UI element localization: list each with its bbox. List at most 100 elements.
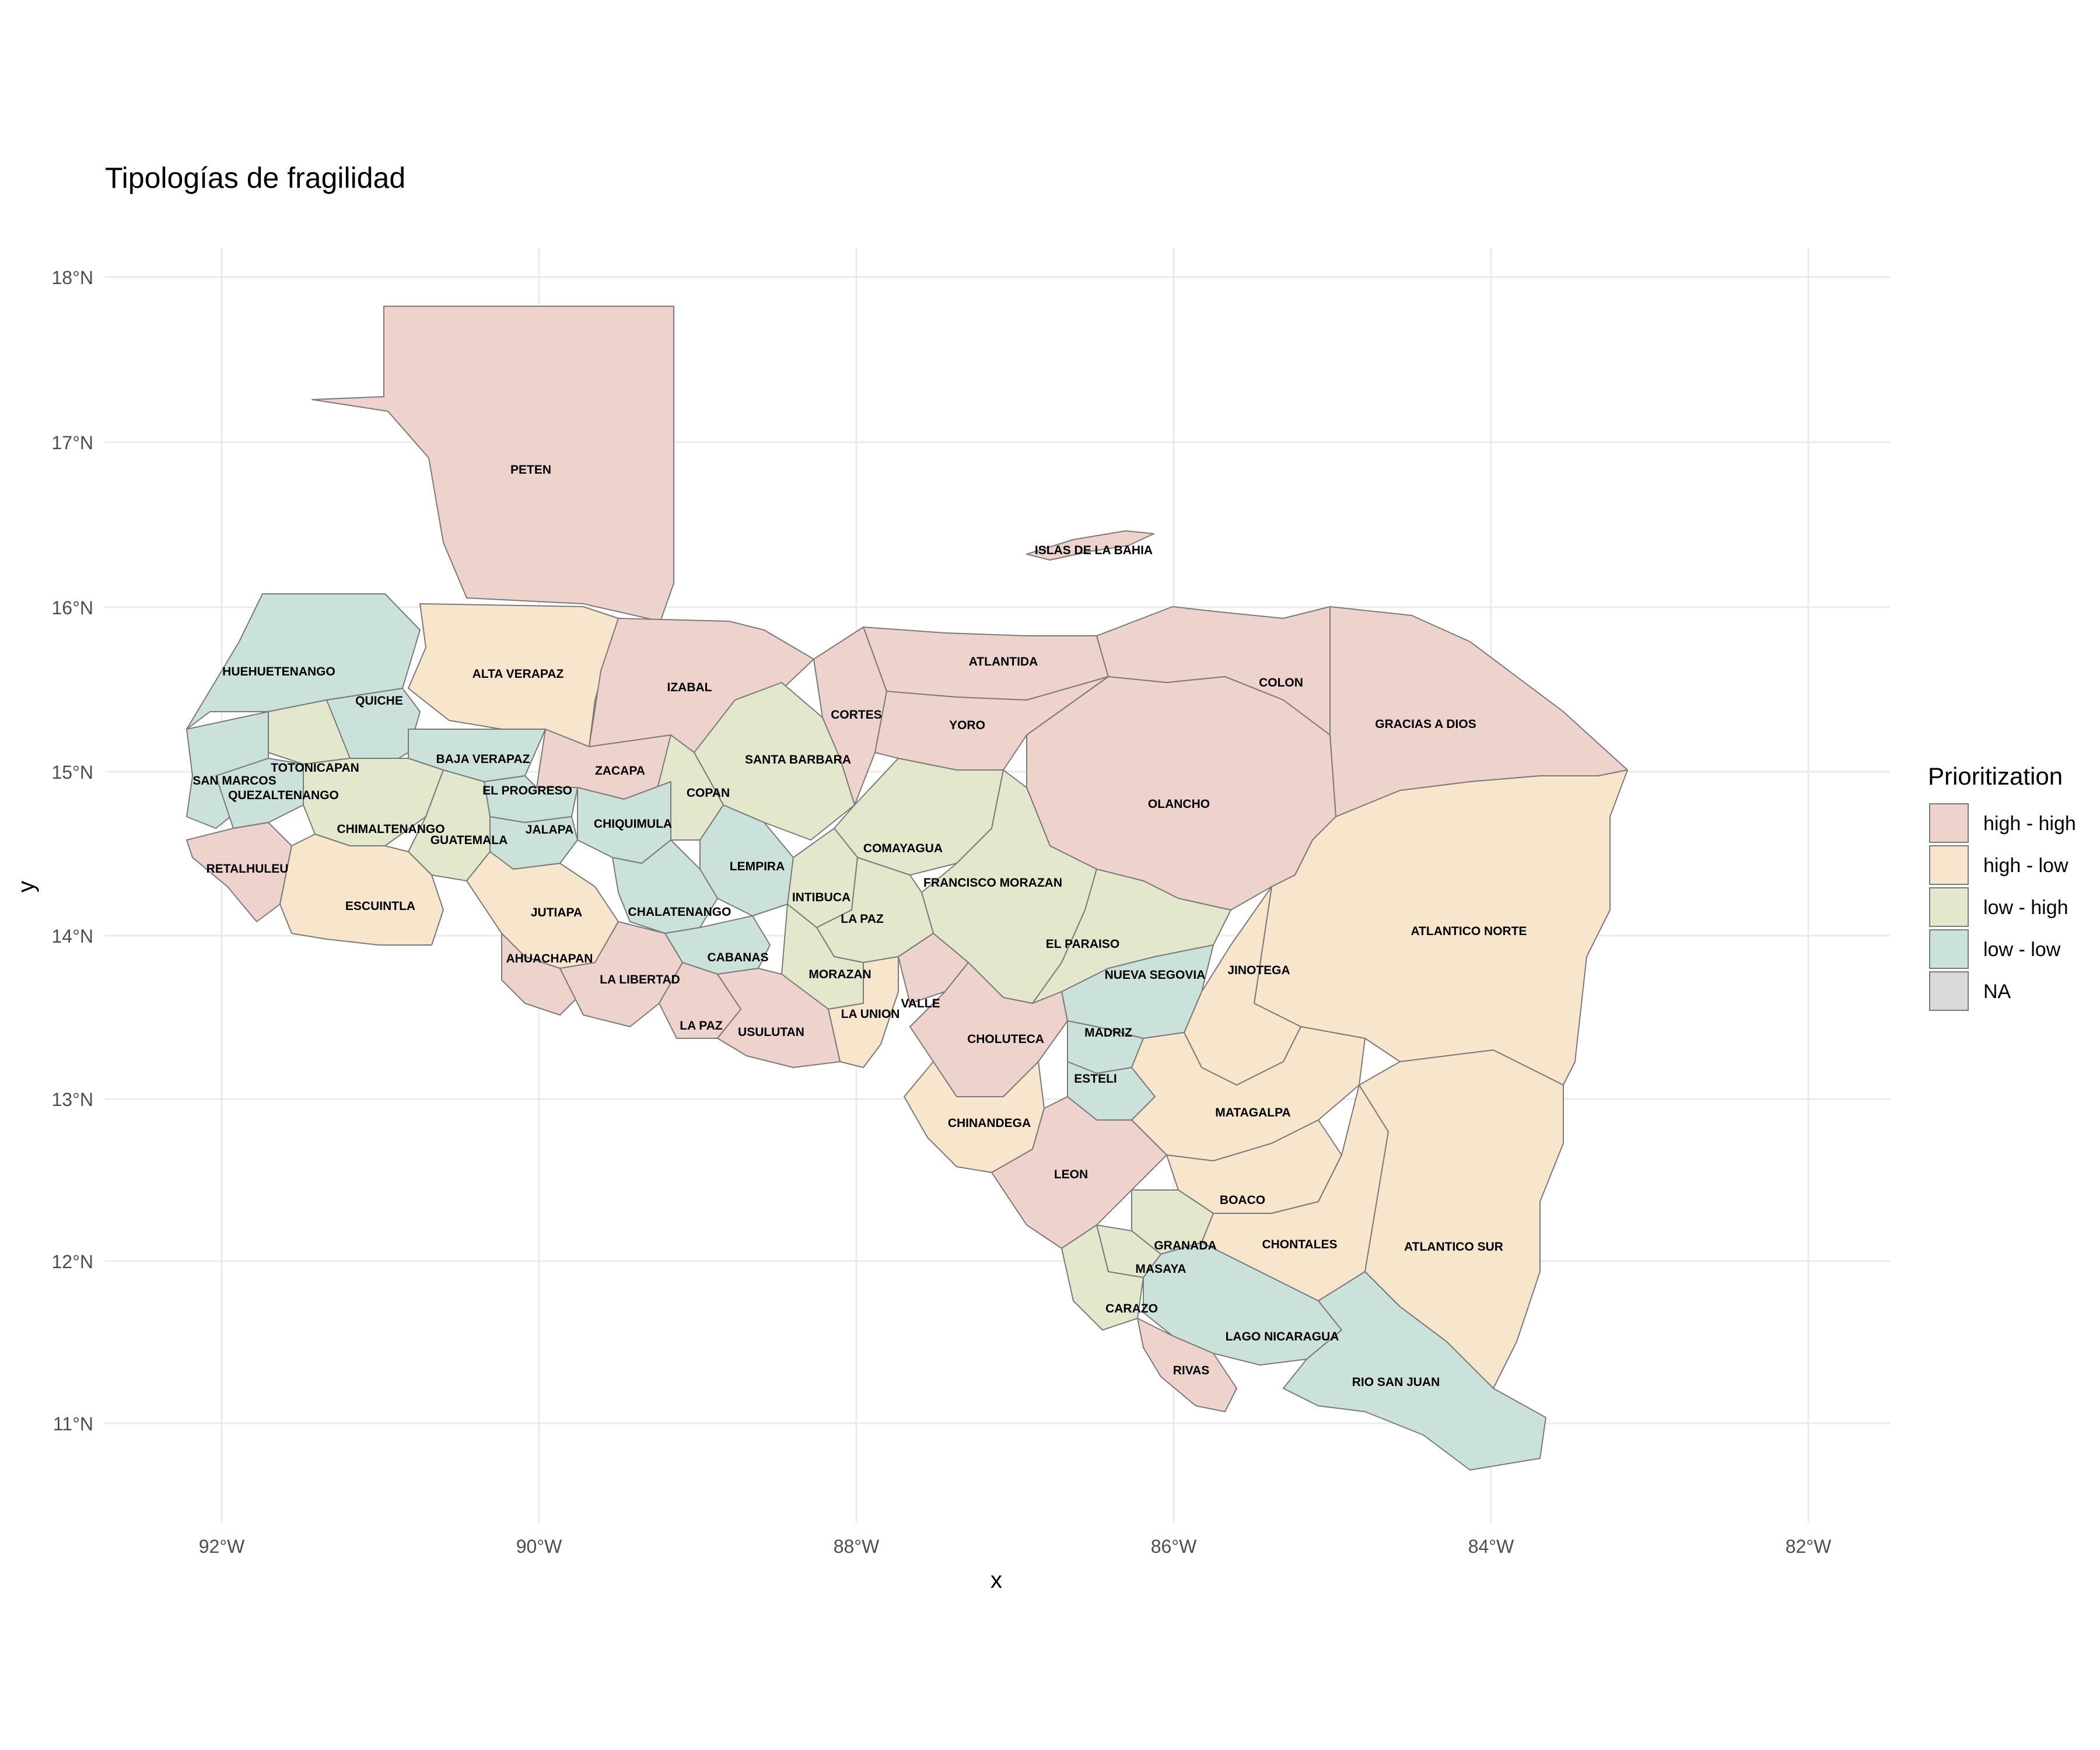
region-label-la-paz-sv: LA PAZ	[680, 1019, 723, 1032]
region-label-granada: GRANADA	[1154, 1239, 1216, 1252]
region-label-gracias-a-dios: GRACIAS A DIOS	[1375, 718, 1476, 731]
region-label-usulutan: USULUTAN	[738, 1026, 804, 1039]
legend: Prioritization high - high high - low lo…	[1928, 762, 2076, 1011]
region-ahuachapan	[501, 933, 584, 1016]
region-chimaltenango	[303, 758, 444, 846]
region-label-intibuca: INTIBUCA	[792, 891, 850, 904]
region-label-olancho: OLANCHO	[1148, 797, 1210, 811]
legend-swatch-high-high	[1929, 803, 1969, 843]
region-label-rio-san-juan: RIO SAN JUAN	[1352, 1376, 1440, 1389]
region-islas-de-la-bahia	[1026, 530, 1154, 561]
region-label-atlantico-norte: ATLANTICO NORTE	[1410, 925, 1527, 938]
region-label-chimaltenango: CHIMALTENANGO	[337, 822, 444, 836]
region-carazo	[1061, 1224, 1144, 1331]
region-usulutan	[717, 968, 841, 1068]
legend-swatch-low-high	[1929, 887, 1969, 927]
y-tick-label: 18°N	[52, 267, 94, 288]
legend-swatch-low-low	[1929, 929, 1969, 969]
region-label-jutiapa: JUTIAPA	[531, 906, 582, 919]
region-label-retalhuleu: RETALHULEU	[206, 862, 289, 876]
region-atlantico-sur	[1359, 1049, 1564, 1389]
x-tick-label: 82°W	[1786, 1536, 1832, 1557]
region-label-cabanas: CABANAS	[708, 951, 769, 964]
region-label-peten: PETEN	[510, 463, 551, 477]
region-label-yoro: YORO	[949, 719, 985, 732]
legend-label-na: NA	[1983, 981, 2011, 1003]
region-label-madriz: MADRIZ	[1084, 1026, 1132, 1040]
region-chalatenango	[612, 839, 718, 934]
x-tick-label: 86°W	[1151, 1536, 1197, 1557]
y-tick-label: 16°N	[52, 597, 94, 618]
legend-label-high-low: high - low	[1983, 855, 2068, 877]
region-label-chinandega: CHINANDEGA	[948, 1116, 1031, 1130]
region-label-el-paraiso: EL PARAISO	[1046, 937, 1119, 951]
region-label-baja-verapaz: BAJA VERAPAZ	[436, 752, 530, 766]
region-label-la-paz-hn: LA PAZ	[841, 912, 884, 926]
region-label-totonicapan: TOTONICAPAN	[271, 761, 359, 775]
region-label-ahuachapan: AHUACHAPAN	[506, 952, 593, 965]
x-tick-label: 92°W	[199, 1536, 245, 1557]
map-title: Tipologías de fragilidad	[105, 162, 405, 194]
region-label-escuintla: ESCUINTLA	[345, 900, 415, 913]
region-label-chalatenango: CHALATENANGO	[628, 905, 732, 919]
region-label-zacapa: ZACAPA	[595, 764, 645, 778]
region-label-rivas: RIVAS	[1173, 1364, 1210, 1377]
region-label-francisco-morazan: FRANCISCO MORAZAN	[923, 876, 1062, 890]
region-label-colon: COLON	[1259, 676, 1303, 690]
region-labels: PETEN ISLAS DE LA BAHIA HUEHUETENANGO AL…	[192, 463, 1527, 1389]
region-leon	[991, 1096, 1167, 1249]
region-label-nueva-segovia: NUEVA SEGOVIA	[1105, 968, 1206, 982]
region-label-lempira: LEMPIRA	[730, 860, 785, 873]
region-label-atlantico-sur: ATLANTICO SUR	[1404, 1240, 1503, 1254]
region-la-union	[828, 956, 899, 1068]
region-label-guatemala: GUATEMALA	[430, 834, 508, 847]
region-label-valle: VALLE	[901, 997, 940, 1010]
region-label-chontales: CHONTALES	[1262, 1238, 1337, 1251]
legend-label-low-low: low - low	[1983, 939, 2061, 961]
y-tick-label: 15°N	[52, 762, 94, 783]
region-label-san-marcos: SAN MARCOS	[192, 774, 276, 788]
region-label-huehuetenango: HUEHUETENANGO	[222, 665, 335, 678]
region-label-boaco: BOACO	[1220, 1194, 1265, 1207]
legend-label-high-high: high - high	[1983, 813, 2076, 835]
region-label-masaya: MASAYA	[1135, 1262, 1186, 1276]
region-label-islas-de-la-bahia: ISLAS DE LA BAHIA	[1035, 544, 1153, 557]
regions-layer	[186, 306, 1628, 1471]
region-label-quezaltenango: QUEZALTENANGO	[228, 789, 339, 802]
region-label-izabal: IZABAL	[667, 681, 712, 694]
region-label-atlantida: ATLANTIDA	[969, 655, 1038, 668]
region-label-la-union: LA UNION	[841, 1007, 900, 1021]
region-label-chiquimula: CHIQUIMULA	[594, 817, 672, 831]
region-label-jinotega: JINOTEGA	[1227, 964, 1290, 977]
region-label-alta-verapaz: ALTA VERAPAZ	[473, 667, 564, 681]
region-label-leon: LEON	[1054, 1168, 1088, 1181]
region-label-el-progreso: EL PROGRESO	[482, 784, 572, 797]
x-tick-label: 84°W	[1468, 1536, 1514, 1557]
x-axis: 92°W 90°W 88°W 86°W 84°W 82°W x	[199, 1536, 1832, 1593]
x-axis-title: x	[991, 1567, 1002, 1593]
region-label-jalapa: JALAPA	[526, 823, 573, 836]
region-label-copan: COPAN	[687, 786, 730, 800]
y-tick-label: 11°N	[53, 1413, 93, 1434]
region-label-santa-barbara: SANTA BARBARA	[745, 753, 851, 766]
region-yoro	[874, 676, 1109, 771]
region-label-esteli: ESTELI	[1074, 1072, 1117, 1086]
region-label-carazo: CARAZO	[1105, 1302, 1158, 1315]
region-escuintla	[279, 834, 444, 946]
region-label-comayagua: COMAYAGUA	[863, 842, 943, 855]
region-label-lago-nicaragua: LAGO NICARAGUA	[1226, 1330, 1339, 1343]
legend-title: Prioritization	[1928, 762, 2063, 790]
y-tick-label: 14°N	[52, 926, 94, 947]
region-rio-san-juan	[1283, 1271, 1546, 1471]
region-label-morazan: MORAZAN	[808, 968, 871, 981]
region-label-quiche: QUICHE	[355, 694, 403, 708]
region-label-matagalpa: MATAGALPA	[1215, 1106, 1290, 1119]
region-choluteca	[909, 962, 1068, 1097]
region-peten	[312, 306, 674, 622]
x-tick-label: 90°W	[516, 1536, 562, 1557]
region-label-cortes: CORTES	[831, 708, 882, 722]
y-axis: 18°N 17°N 16°N 15°N 14°N 13°N 12°N 11°N …	[13, 267, 93, 1434]
region-label-choluteca: CHOLUTECA	[967, 1032, 1044, 1046]
legend-swatch-high-low	[1929, 845, 1969, 885]
